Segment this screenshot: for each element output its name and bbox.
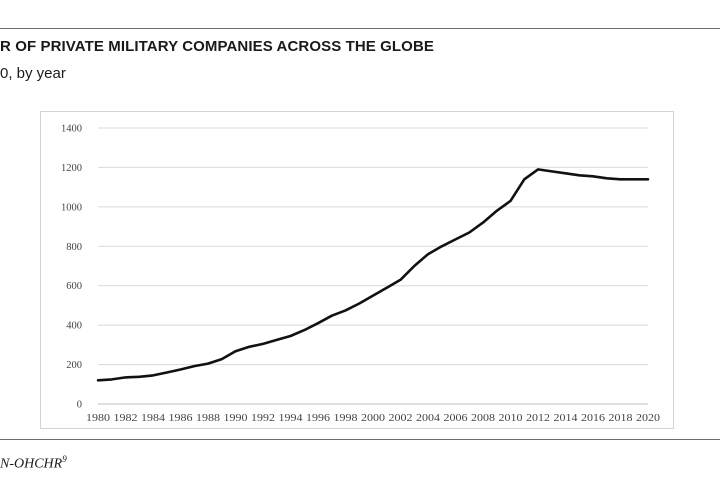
x-tick-label: 1994 [279,413,304,424]
source-note: N-OHCHR9 [0,454,67,473]
source-text: N-OHCHR [0,456,63,472]
chart-frame [40,111,674,429]
bottom-rule [0,439,720,440]
y-tick-label: 1200 [61,163,82,174]
y-tick-label: 600 [66,281,82,292]
x-tick-labels: 1980 1982 1984 1986 1988 1990 1992 1994 1996 1998… [86,413,660,424]
x-tick-label: 2004 [416,413,441,424]
x-tick-label: 2012 [526,413,550,424]
x-tick-label: 1986 [169,413,193,424]
y-tick-label: 1000 [61,202,82,213]
x-tick-label: 1996 [306,413,330,424]
x-tick-label: 2014 [554,413,579,424]
chart-title: R OF PRIVATE MILITARY COMPANIES ACROSS T… [0,38,434,55]
x-tick-label: 1992 [251,413,275,424]
x-tick-label: 2018 [609,413,633,424]
x-tick-label: 1988 [196,413,220,424]
y-tick-label: 200 [66,360,82,371]
gridlines [98,127,648,405]
x-tick-label: 1982 [114,413,138,424]
x-tick-label: 2002 [389,413,413,424]
chart-subtitle: 0, by year [0,65,66,82]
footnote-marker: 9 [62,454,67,464]
x-tick-label: 1980 [86,413,110,424]
top-rule [0,28,720,29]
x-tick-label: 2010 [499,413,523,424]
x-tick-label: 2006 [444,413,468,424]
y-tick-label: 400 [66,321,82,332]
y-tick-label: 1400 [61,124,82,135]
x-tick-label: 1998 [334,413,358,424]
y-tick-label: 800 [66,242,82,253]
series-lines [96,168,650,382]
y-tick-label: 0 [77,400,82,411]
x-tick-label: 2008 [471,413,495,424]
x-tick-label: 2000 [361,413,385,424]
series-line [96,168,650,382]
x-tick-label: 2020 [636,413,660,424]
x-tick-label: 1984 [141,413,166,424]
x-tick-label: 2016 [581,413,605,424]
x-tick-label: 1990 [224,413,248,424]
y-tick-labels: 0 200 400 600 800 1000 1200 1400 [61,124,82,411]
